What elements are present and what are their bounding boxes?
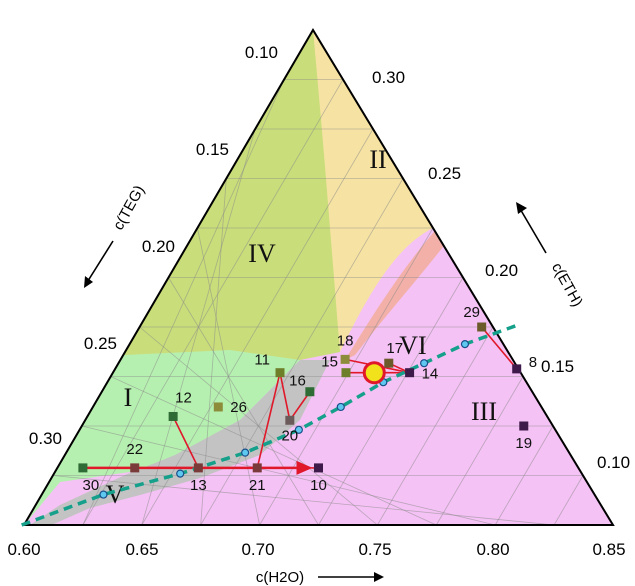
data-point-30 xyxy=(78,463,88,473)
left-axis-arrowhead xyxy=(84,276,93,288)
grid-line xyxy=(553,475,584,526)
right-tick-label: 0.30 xyxy=(372,68,405,87)
data-point-13 xyxy=(193,463,203,473)
left-tick-label: 0.20 xyxy=(142,237,175,256)
grid-line xyxy=(318,277,464,526)
composition-arrowhead xyxy=(296,460,313,475)
data-point-label-20: 20 xyxy=(281,427,298,444)
data-point-17 xyxy=(384,358,394,368)
region-label-VI: VI xyxy=(399,331,426,360)
region-label-V: V xyxy=(106,480,125,509)
right-axis-arrow xyxy=(518,206,547,254)
left-axis-title: c(TEG) xyxy=(110,183,148,234)
bottom-tick-label: 0.60 xyxy=(7,540,40,559)
data-point-10 xyxy=(313,463,323,473)
data-point-15 xyxy=(341,368,351,378)
data-point-16 xyxy=(305,387,315,397)
data-point-label-16: 16 xyxy=(289,373,306,390)
bottom-tick-label: 0.80 xyxy=(476,540,509,559)
right-tick-label: 0.10 xyxy=(597,453,630,472)
data-point-18 xyxy=(340,354,350,364)
binodal-marker xyxy=(336,402,345,412)
bottom-axis-title: c(H2O) xyxy=(256,569,304,586)
tie-lines xyxy=(82,326,518,475)
data-point-label-8: 8 xyxy=(529,354,537,371)
data-point-label-21: 21 xyxy=(249,477,266,494)
data-point-14 xyxy=(405,368,415,378)
binodal-marker xyxy=(294,425,303,434)
region-II-fill xyxy=(313,30,440,352)
binodal-curve xyxy=(21,323,519,527)
binodal-curve-line xyxy=(21,323,519,527)
tie-line xyxy=(279,372,291,421)
region-labels: I II III IV V VI xyxy=(106,145,497,509)
bottom-tick-label: 0.85 xyxy=(592,540,625,559)
data-point-11 xyxy=(275,368,285,378)
grid-line xyxy=(139,326,378,526)
grid-line xyxy=(377,326,494,526)
data-point-label-26: 26 xyxy=(230,399,247,416)
binodal-marker xyxy=(460,340,470,349)
binodal-marker xyxy=(241,448,250,457)
region-label-II: II xyxy=(369,145,386,174)
data-point-label-30: 30 xyxy=(83,477,100,494)
region-label-IV: IV xyxy=(248,239,276,268)
binodal-marker xyxy=(99,490,108,499)
tie-line xyxy=(481,326,518,370)
bottom-tick-label: 0.65 xyxy=(125,540,158,559)
critical-point-marker xyxy=(362,361,386,385)
data-point-label-11: 11 xyxy=(254,352,270,369)
data-point-21 xyxy=(252,463,262,473)
tie-line xyxy=(172,416,200,469)
data-point-label-17: 17 xyxy=(386,340,403,357)
grid-line xyxy=(435,376,524,526)
bottom-tick-label: 0.70 xyxy=(241,540,274,559)
left-axis-arrow xyxy=(85,240,114,285)
data-point-19 xyxy=(519,421,529,431)
grid-lines xyxy=(52,79,584,526)
grid-line xyxy=(168,277,319,526)
right-tick-label: 0.15 xyxy=(541,357,574,376)
data-point-label-10: 10 xyxy=(310,477,327,494)
data-point-29 xyxy=(477,322,487,332)
binodal-marker xyxy=(176,469,185,478)
bottom-axis-arrowhead xyxy=(374,572,384,582)
grid-line xyxy=(494,425,554,526)
right-tick-label: 0.25 xyxy=(428,164,461,183)
data-point-label-18: 18 xyxy=(337,332,354,349)
bottom-tick-label: 0.75 xyxy=(358,540,391,559)
left-tick-label: 0.15 xyxy=(196,140,229,159)
grid-line xyxy=(81,425,496,526)
left-tick-label: 0.25 xyxy=(84,334,117,353)
data-point-label-22: 22 xyxy=(126,441,143,458)
data-points: 8 10 11 12 13 14 15 16 17 18 19 20 21 22 26 29 30 xyxy=(78,304,537,494)
data-point-label-13: 13 xyxy=(190,477,207,494)
data-point-label-15: 15 xyxy=(321,354,338,371)
right-axis-title: c(ETH) xyxy=(548,260,586,310)
binodal-marker xyxy=(420,359,429,368)
data-point-label-14: 14 xyxy=(422,366,439,383)
region-label-III: III xyxy=(471,397,497,426)
left-tick-label: 0.10 xyxy=(245,43,278,62)
data-point-20 xyxy=(285,415,295,425)
data-point-label-29: 29 xyxy=(463,304,480,321)
triangle-border xyxy=(22,28,615,526)
region-VI-fill xyxy=(345,225,452,360)
tie-line xyxy=(256,372,281,469)
region-label-I: I xyxy=(124,383,133,412)
tie-line xyxy=(289,391,311,421)
data-point-label-12: 12 xyxy=(175,389,192,406)
data-point-12 xyxy=(168,411,178,421)
data-point-label-19: 19 xyxy=(515,435,532,452)
right-axis-arrowhead xyxy=(516,202,527,214)
axis-ticks: 0.60 0.65 0.70 0.75 0.80 0.85 0.10 0.15 … xyxy=(7,43,630,559)
data-point-8 xyxy=(512,364,522,374)
right-tick-label: 0.20 xyxy=(485,261,518,280)
grid-line xyxy=(110,376,437,526)
data-point-22 xyxy=(130,463,140,473)
data-point-26 xyxy=(213,402,223,412)
left-tick-label: 0.30 xyxy=(29,429,62,448)
